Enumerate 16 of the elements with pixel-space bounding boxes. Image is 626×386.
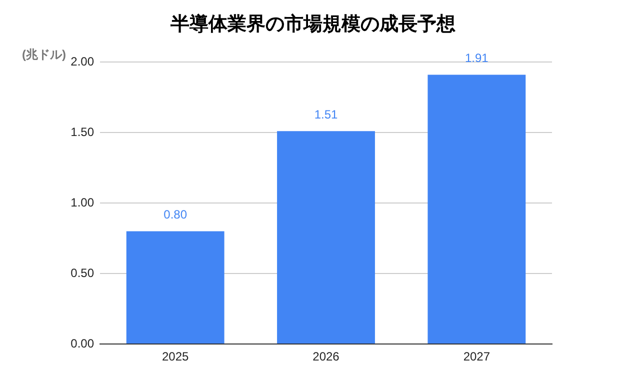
x-tick-label: 2025 [162,350,190,364]
bar [277,131,375,344]
y-tick-label: 2.00 [70,54,94,68]
x-tick-label: 2027 [463,350,490,364]
data-label: 1.91 [464,51,489,66]
data-label: 0.80 [164,208,188,222]
y-axis-title: (兆ドル) [22,47,66,62]
y-tick-label: 0.00 [70,336,94,350]
chart-title: 半導体業界の市場規模の成長予想 [170,13,456,36]
y-tick-label: 1.00 [70,195,94,210]
y-tick-label: 0.50 [70,266,94,280]
data-label: 1.51 [314,107,338,122]
bar [126,231,224,344]
x-tick-label: 2026 [312,350,340,364]
bar [428,74,526,344]
y-tick-label: 1.50 [70,124,94,139]
